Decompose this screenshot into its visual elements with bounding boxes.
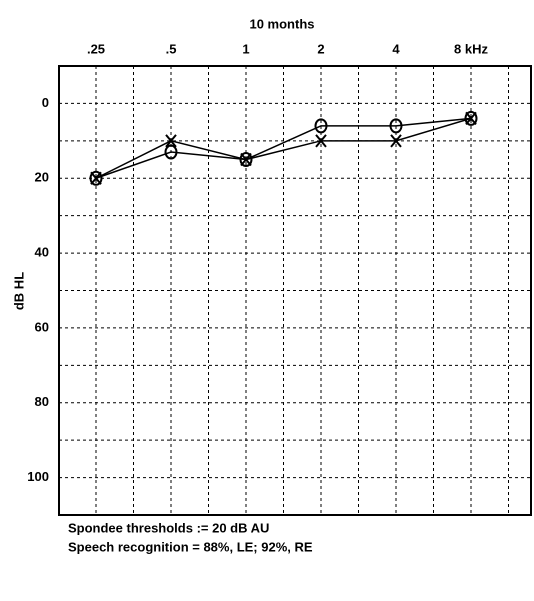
marker-o — [389, 118, 403, 134]
x-tick-label: .5 — [166, 41, 177, 56]
chart-title: 10 months — [249, 16, 314, 31]
y-tick-label: 0 — [42, 95, 49, 110]
y-tick-label: 20 — [35, 170, 49, 185]
y-tick-label: 60 — [35, 319, 49, 334]
x-tick-label: 8 kHz — [454, 41, 488, 56]
plot-frame — [58, 65, 532, 516]
y-tick-label: 40 — [35, 245, 49, 260]
marker-o — [239, 152, 253, 168]
x-tick-label: 2 — [317, 41, 324, 56]
note: Speech recognition = 88%, LE; 92%, RE — [68, 539, 313, 554]
y-tick-label: 100 — [27, 469, 49, 484]
y-tick-label: 80 — [35, 394, 49, 409]
series-line — [95, 117, 472, 179]
marker-o — [164, 144, 178, 160]
marker-o — [89, 170, 103, 186]
x-tick-label: 4 — [392, 41, 400, 56]
marker-x — [465, 111, 477, 126]
series-line — [95, 117, 472, 179]
marker-o — [464, 110, 478, 126]
marker-o — [314, 118, 328, 134]
marker-x — [90, 171, 102, 185]
x-tick-label: .25 — [87, 41, 105, 56]
marker-x — [390, 134, 402, 148]
marker-x — [165, 134, 177, 148]
note: Spondee thresholds := 20 dB AU — [68, 520, 269, 535]
x-tick-label: 1 — [242, 41, 249, 56]
y-axis-label: dB HL — [11, 272, 26, 310]
marker-x — [240, 152, 252, 167]
marker-x — [315, 134, 327, 148]
